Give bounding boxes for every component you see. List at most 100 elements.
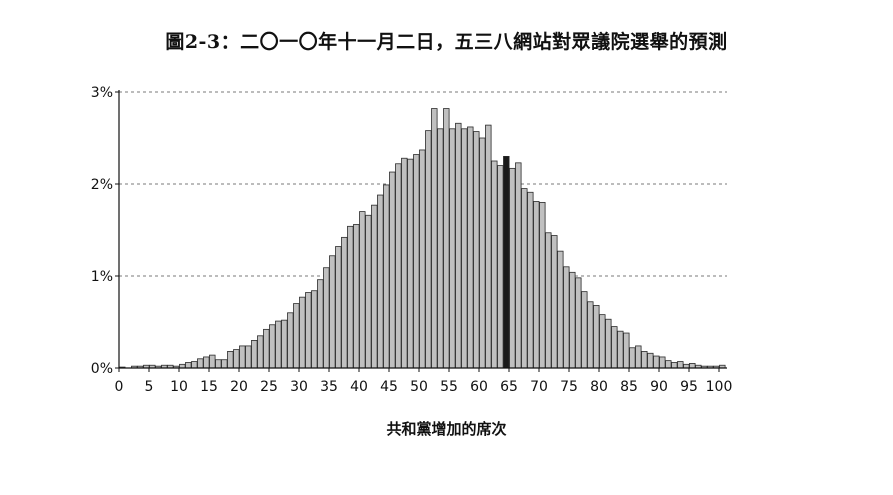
bar xyxy=(647,352,654,369)
y-tick-label: 1% xyxy=(91,269,113,285)
bar xyxy=(413,154,420,369)
bar xyxy=(515,162,522,369)
bar xyxy=(509,167,516,369)
bar xyxy=(635,345,642,369)
bar-highlight xyxy=(503,155,510,369)
x-axis-label: 共和黨增加的席次 xyxy=(386,420,507,438)
bar xyxy=(389,171,396,369)
bar xyxy=(407,158,414,369)
gridlines xyxy=(119,91,727,277)
bar xyxy=(221,359,228,369)
bar xyxy=(317,279,324,369)
bar xyxy=(467,126,474,369)
y-tick-label: 3% xyxy=(91,85,113,101)
bar xyxy=(305,292,312,369)
bar xyxy=(659,356,666,369)
bar xyxy=(557,250,564,369)
bar xyxy=(377,194,384,369)
bar xyxy=(443,108,450,369)
bar xyxy=(281,319,288,369)
bar xyxy=(491,160,498,369)
x-tick-label: 0 xyxy=(115,379,124,395)
bar xyxy=(209,354,216,369)
bar xyxy=(341,236,348,369)
bar xyxy=(275,320,282,369)
bar xyxy=(395,163,402,369)
bar xyxy=(251,339,258,369)
bar xyxy=(371,204,378,369)
bar xyxy=(575,277,582,369)
bar xyxy=(263,328,270,369)
bar xyxy=(233,349,240,369)
x-tick-label: 10 xyxy=(170,379,188,395)
bar xyxy=(581,291,588,369)
bar xyxy=(599,314,606,369)
bar xyxy=(287,312,294,369)
bar xyxy=(383,184,390,369)
bar xyxy=(473,131,480,369)
bar xyxy=(539,201,546,369)
bar xyxy=(353,224,360,369)
bar xyxy=(641,351,648,369)
bar xyxy=(203,356,210,369)
bar xyxy=(347,225,354,369)
bar xyxy=(479,137,486,369)
tick-labels: 0% 1% 2% 3% 0 5 10 15 20 25 30 35 40 45 50 55 60 65 70 75 80… xyxy=(91,85,733,395)
bar xyxy=(197,358,204,369)
bar xyxy=(257,335,264,369)
bar xyxy=(605,318,612,369)
bar xyxy=(485,124,492,369)
bar xyxy=(527,191,534,369)
bar xyxy=(419,149,426,369)
bar xyxy=(653,355,660,369)
x-tick-label: 50 xyxy=(410,379,428,395)
bar xyxy=(455,122,462,369)
bar xyxy=(563,266,570,369)
bar xyxy=(227,351,234,369)
bar xyxy=(617,330,624,369)
x-tick-label: 70 xyxy=(530,379,548,395)
x-tick-label: 95 xyxy=(680,379,698,395)
bar xyxy=(437,128,444,369)
bar xyxy=(359,211,366,369)
x-tick-label: 30 xyxy=(290,379,308,395)
x-tick-label: 45 xyxy=(380,379,398,395)
x-tick-label: 65 xyxy=(500,379,518,395)
bar xyxy=(521,188,528,369)
bar xyxy=(677,361,684,369)
y-tick-label: 0% xyxy=(91,361,113,377)
bar xyxy=(191,361,198,369)
chart-title: 圖2-3：二〇一〇年十一月二日，五三八網站對眾議院選舉的預測 xyxy=(165,31,728,53)
bar xyxy=(587,301,594,369)
bar xyxy=(593,305,600,369)
x-tick-label: 80 xyxy=(590,379,608,395)
bar xyxy=(335,246,342,369)
x-tick-label: 15 xyxy=(200,379,218,395)
bar xyxy=(311,290,318,369)
x-tick-label: 100 xyxy=(706,379,733,395)
bar xyxy=(401,157,408,369)
bar xyxy=(215,359,222,369)
bar xyxy=(551,235,558,369)
bar xyxy=(569,271,576,369)
bar xyxy=(533,201,540,369)
x-tick-label: 60 xyxy=(470,379,488,395)
x-tick-label: 90 xyxy=(650,379,668,395)
bar xyxy=(269,324,276,369)
x-tick-label: 40 xyxy=(350,379,368,395)
bars xyxy=(119,108,726,369)
bar xyxy=(425,130,432,369)
bar xyxy=(431,108,438,369)
bar xyxy=(329,255,336,369)
axes xyxy=(115,90,727,372)
bar xyxy=(689,362,696,369)
bar xyxy=(245,345,252,369)
bar xyxy=(665,360,672,369)
x-tick-label: 75 xyxy=(560,379,578,395)
x-tick-label: 5 xyxy=(145,379,154,395)
bar xyxy=(299,296,306,369)
bar xyxy=(185,362,192,369)
bar xyxy=(365,214,372,369)
